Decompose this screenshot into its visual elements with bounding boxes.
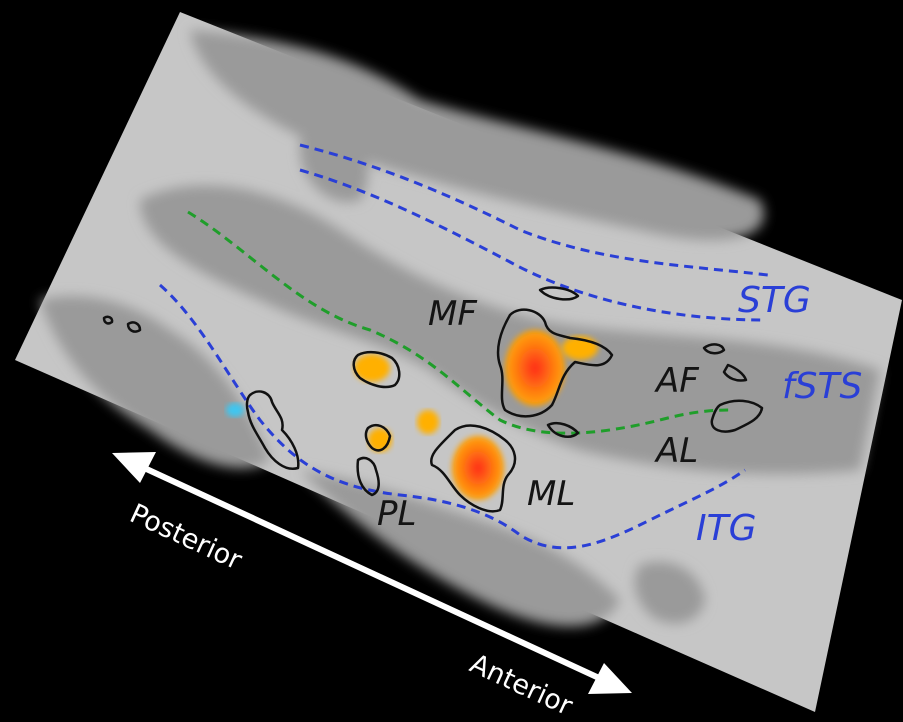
sulcus-label-fsts: fSTS [782,366,862,407]
arrowhead-posterior-icon [112,452,156,483]
roi-outline-mid-small [364,424,392,452]
roi-label-ml: ML [527,474,575,514]
roi-label-af: AF [654,361,699,401]
roi-outline-af-a [702,343,726,355]
sulcal-depth-shading [40,30,880,627]
orientation-arrow [112,452,632,694]
roi-outline-ml-small [546,421,580,438]
roi-label-al: AL [654,431,698,471]
roi-outline-mid [352,350,401,389]
stg-upper-line [299,143,769,277]
roi-outline-pl-left [245,390,300,471]
itg-line [159,283,746,550]
roi-outline-ml [429,424,517,513]
roi-label-mf: MF [428,294,477,334]
roi-outline-mf-top [538,286,580,301]
roi-label-pl: PL [377,494,416,534]
stg-lower-line [299,168,766,322]
fundus-line [187,210,731,435]
arrowhead-anterior-icon [588,663,632,694]
sulcus-label-stg: STG [738,280,811,321]
roi-outline-mf [496,308,614,418]
roi-outline-pl-right [356,456,380,497]
roi-outline-tiny-b [126,321,142,333]
sulcus-label-itg: ITG [696,508,757,549]
roi-outline-al [710,399,764,433]
roi-outline-tiny-a [102,315,114,325]
sulcus-boundary-lines [159,143,769,550]
roi-outlines [102,286,764,513]
roi-outline-af-b [722,363,748,382]
cortical-flatmap [15,12,902,712]
